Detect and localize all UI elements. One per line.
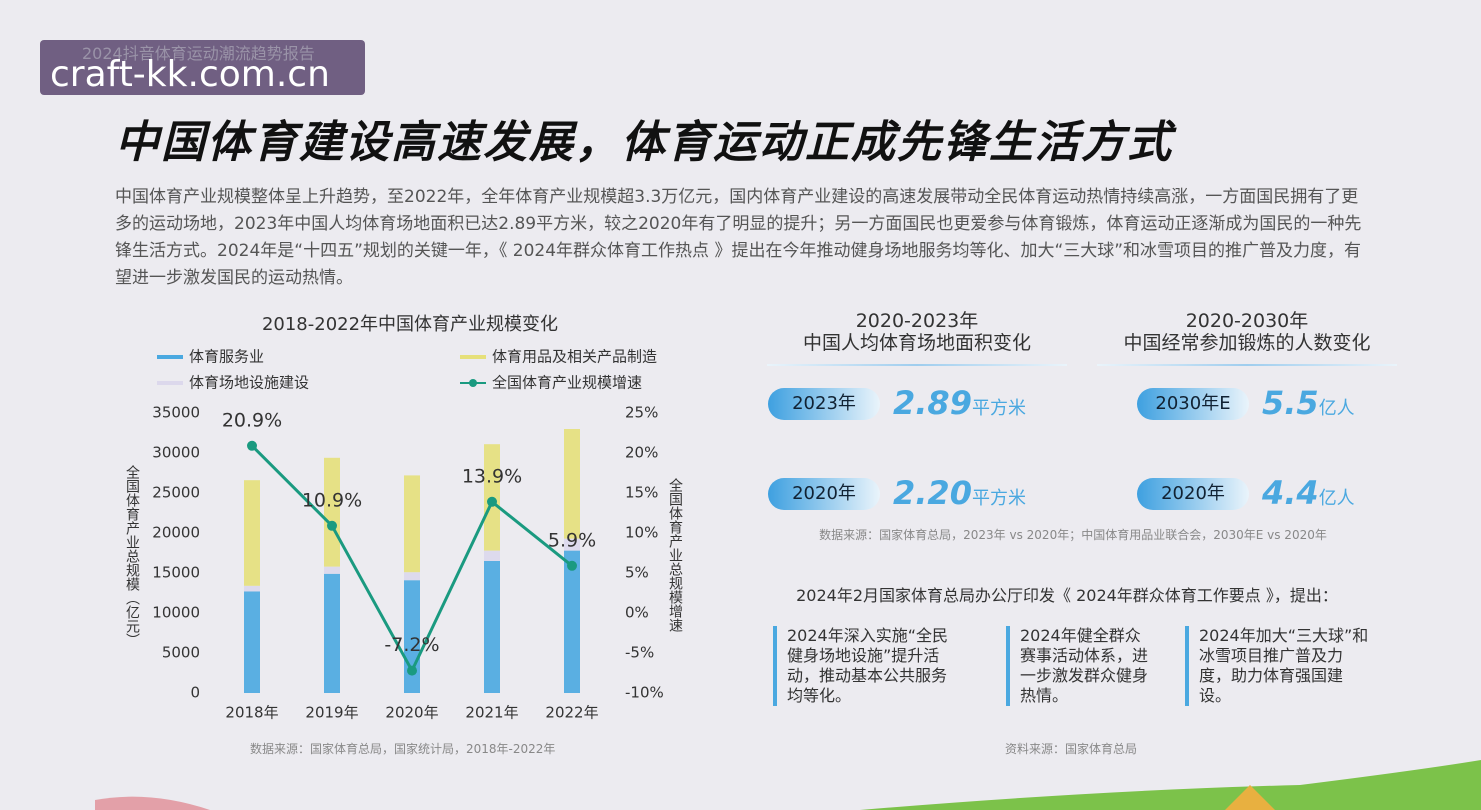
year-pill: 2023年 [768,388,880,420]
y2-tick-label: 25% [625,404,658,422]
data-label: 20.9% [222,409,282,431]
point [407,665,417,676]
divider [1097,364,1397,366]
policy-source: 资料来源：国家体育总局 [1005,742,1138,756]
bar [244,585,260,592]
watermark: 2024抖音体育运动潮流趋势报告 craft-kk.com.cn [40,40,365,95]
decor-shape [95,796,210,810]
value: 2.20 [893,474,972,512]
stat-title: 2020-2030年 [1185,310,1309,332]
decor-tent [1225,785,1275,810]
legend-swatch [157,355,183,359]
y-axis-title: 全国体育产业总规模（亿元） [124,465,140,647]
y2-axis-title: 全国体育产业总规模增速 [667,478,683,632]
stats-source: 数据来源：国家体育总局，2023年 vs 2020年；中国体育用品业联合会，20… [819,528,1327,542]
x-tick-label: 2018年 [225,704,278,722]
bar [244,480,260,586]
point [567,560,577,571]
y2-tick-label: 5% [625,564,649,582]
x-tick-label: 2020年 [385,704,438,722]
bar [404,572,420,581]
chart-title: 2018-2022年中国体育产业规模变化 [261,314,559,335]
year-pill: 2020年 [1137,478,1249,510]
legend-swatch [469,379,477,387]
policy-item: 2024年加大“三大球”和冰雪项目推广普及力度，助力体育强国建设。 [1185,626,1374,706]
y-tick-label: 20000 [152,524,200,542]
point [247,440,257,451]
policy-item: 2024年健全群众赛事活动体系，进一步激发群众健身热情。 [1006,626,1150,706]
stat-value: 2.89平方米 [893,384,1026,422]
unit: 平方米 [971,488,1026,509]
y2-tick-label: 20% [625,444,658,462]
y2-tick-label: -10% [625,684,664,702]
data-label: 5.9% [548,529,596,551]
stat-heading: 2020-2023年 中国人均体育场地面积变化 [767,310,1067,354]
point [327,520,337,531]
legend-swatch [460,355,486,359]
point [487,496,497,507]
paragraph: 中国体育产业规模整体呈上升趋势，至2022年，全年体育产业规模超3.3万亿元，国… [115,187,1362,288]
value: 5.5 [1262,384,1319,422]
title: 中国体育建设高速发展，体育运动正成先锋生活方式 [115,117,1173,168]
chart-source: 数据来源：国家体育总局，国家统计局，2018年-2022年 [250,742,556,756]
bar [484,550,500,561]
legend-label: 全国体育产业规模增速 [492,374,642,392]
bar [404,475,420,573]
y-tick-label: 10000 [152,604,200,622]
year-pill: 2030年E [1137,388,1249,420]
y-tick-label: 5000 [162,644,200,662]
bar [564,538,580,551]
stat-value: 2.20平方米 [893,474,1026,512]
stat-title: 2020-2023年 [855,310,979,332]
unit: 亿人 [1318,488,1355,509]
report-name: 2024抖音体育运动潮流趋势报告 [82,44,315,63]
unit: 平方米 [971,398,1026,419]
legend-label: 体育服务业 [189,348,264,366]
stat-heading: 2020-2030年 中国经常参加锻炼的人数变化 [1097,310,1397,354]
decor-hill [860,760,1481,810]
policy-heading: 2024年2月国家体育总局办公厅印发《 2024年群众体育工作要点 》，提出： [796,586,1338,605]
stat-value: 4.4亿人 [1262,474,1355,512]
x-tick-label: 2019年 [305,704,358,722]
unit: 亿人 [1318,398,1355,419]
value: 4.4 [1262,474,1319,512]
y2-tick-label: 15% [625,484,658,502]
site: craft-kk.com.cn [50,54,330,95]
legend-label: 体育场地设施建设 [189,374,309,392]
data-label: 13.9% [462,465,522,487]
stat-subtitle: 中国经常参加锻炼的人数变化 [1123,332,1371,354]
data-label: 10.9% [302,489,362,511]
bar [484,561,500,693]
legend-swatch [157,381,183,385]
y2-tick-label: -5% [625,644,654,662]
y2-tick-label: 10% [625,524,658,542]
y-tick-label: 35000 [152,404,200,422]
bar [324,457,340,567]
bar [324,573,340,693]
legend-label: 体育用品及相关产品制造 [492,348,657,366]
bar [324,566,340,574]
policy-item: 2024年深入实施“全民健身场地设施”提升活动，推动基本公共服务均等化。 [773,626,957,706]
x-tick-label: 2021年 [465,704,518,722]
x-tick-label: 2022年 [545,704,598,722]
stat-value: 5.5亿人 [1262,384,1355,422]
bar [564,429,580,539]
y2-tick-label: 0% [625,604,649,622]
year-pill: 2020年 [768,478,880,510]
bar [564,550,580,693]
value: 2.89 [893,384,972,422]
bar [244,591,260,693]
stat-subtitle: 中国人均体育场地面积变化 [802,332,1031,354]
y-tick-label: 15000 [152,564,200,582]
data-label: -7.2% [384,634,439,656]
y-tick-label: 25000 [152,484,200,502]
divider [767,364,1067,366]
y-tick-label: 30000 [152,444,200,462]
y-tick-label: 0 [190,684,200,702]
